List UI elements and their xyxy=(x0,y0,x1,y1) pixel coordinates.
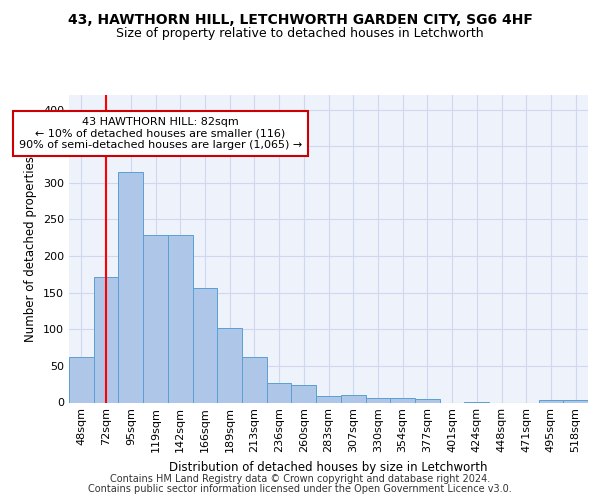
Bar xyxy=(267,382,292,402)
Bar xyxy=(118,172,143,402)
Bar xyxy=(390,398,415,402)
Bar xyxy=(69,357,94,403)
Bar xyxy=(94,276,118,402)
Bar xyxy=(292,385,316,402)
Bar xyxy=(341,395,365,402)
Text: Size of property relative to detached houses in Letchworth: Size of property relative to detached ho… xyxy=(116,28,484,40)
Bar xyxy=(316,396,341,402)
X-axis label: Distribution of detached houses by size in Letchworth: Distribution of detached houses by size … xyxy=(169,461,488,474)
Bar xyxy=(143,235,168,402)
Bar xyxy=(193,288,217,403)
Bar xyxy=(563,400,588,402)
Bar xyxy=(242,357,267,403)
Text: Contains public sector information licensed under the Open Government Licence v3: Contains public sector information licen… xyxy=(88,484,512,494)
Bar xyxy=(539,400,563,402)
Bar xyxy=(217,328,242,402)
Bar xyxy=(365,398,390,402)
Bar xyxy=(168,235,193,402)
Text: 43 HAWTHORN HILL: 82sqm
← 10% of detached houses are smaller (116)
90% of semi-d: 43 HAWTHORN HILL: 82sqm ← 10% of detache… xyxy=(19,117,302,150)
Text: 43, HAWTHORN HILL, LETCHWORTH GARDEN CITY, SG6 4HF: 43, HAWTHORN HILL, LETCHWORTH GARDEN CIT… xyxy=(68,12,532,26)
Text: Contains HM Land Registry data © Crown copyright and database right 2024.: Contains HM Land Registry data © Crown c… xyxy=(110,474,490,484)
Bar xyxy=(415,399,440,402)
Y-axis label: Number of detached properties: Number of detached properties xyxy=(25,156,37,342)
